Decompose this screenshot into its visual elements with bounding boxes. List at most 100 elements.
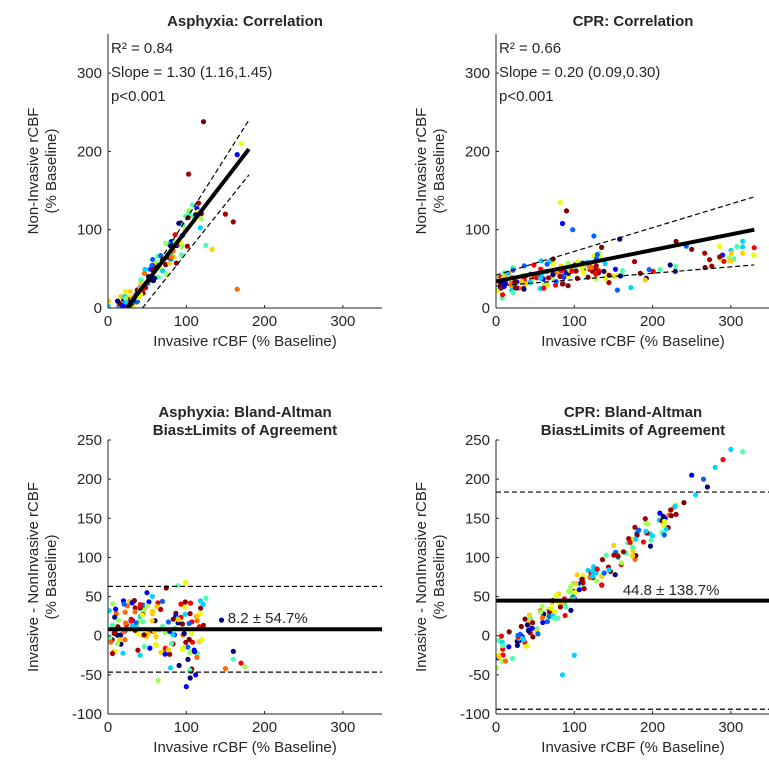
data-point	[234, 152, 240, 158]
data-point	[193, 672, 199, 678]
data-point	[500, 652, 506, 658]
y-tick-label: 150	[77, 510, 102, 527]
x-tick-label: 0	[492, 313, 500, 330]
data-point	[668, 507, 674, 513]
plot-area	[108, 34, 382, 308]
data-point	[552, 609, 558, 615]
data-point	[574, 275, 581, 281]
data-point	[150, 256, 156, 263]
data-point	[179, 252, 185, 258]
data-point	[186, 620, 192, 627]
data-point	[108, 303, 111, 308]
data-point	[667, 262, 673, 268]
y-tick-label: 300	[465, 65, 490, 82]
data-point	[643, 520, 649, 526]
data-point	[186, 171, 192, 177]
ci-upper-line	[129, 119, 250, 308]
data-point	[525, 627, 532, 634]
data-point	[721, 258, 727, 264]
data-point	[194, 654, 200, 661]
data-point	[182, 604, 188, 610]
data-point	[559, 220, 566, 227]
data-point	[230, 219, 236, 225]
data-point	[209, 246, 215, 252]
data-point	[574, 572, 580, 578]
data-point	[615, 553, 621, 559]
data-point	[524, 622, 531, 628]
data-point	[187, 675, 193, 681]
data-point	[199, 636, 205, 642]
data-point	[650, 268, 656, 274]
data-point	[580, 269, 586, 275]
data-point	[565, 260, 571, 266]
data-point	[194, 613, 200, 619]
data-point	[200, 601, 206, 608]
data-point	[185, 644, 191, 650]
data-point	[603, 552, 609, 558]
data-point	[594, 566, 600, 572]
data-point	[500, 292, 506, 298]
data-point	[632, 524, 638, 530]
x-tick-label: 300	[718, 719, 743, 736]
y-axis-label: Non-Invasive rCBF	[25, 108, 42, 235]
data-point	[601, 570, 607, 576]
regression-line	[125, 147, 251, 308]
data-point	[569, 268, 575, 274]
data-point	[139, 612, 145, 618]
ci-lower-line	[496, 264, 755, 287]
data-point	[661, 532, 667, 538]
data-point	[167, 651, 173, 657]
data-point	[187, 600, 194, 606]
data-point	[612, 572, 618, 578]
data-point	[728, 250, 735, 256]
y-axis-label: Non-Invasive rCBF	[413, 108, 430, 235]
data-point	[147, 645, 153, 651]
data-point	[717, 243, 723, 249]
y-tick-label: 150	[465, 510, 490, 527]
data-point	[515, 632, 521, 638]
y-tick-label: 50	[85, 589, 102, 606]
data-point	[661, 518, 668, 524]
data-point	[740, 238, 746, 244]
x-tick-label: 300	[330, 719, 355, 736]
data-point	[186, 636, 192, 643]
data-point	[521, 637, 527, 643]
x-tick-label: 0	[492, 719, 500, 736]
data-point	[112, 614, 118, 620]
chart-subtitle: Bias±Limits of Agreement	[153, 422, 337, 439]
data-point	[566, 588, 572, 594]
ci-upper-line	[496, 196, 755, 276]
y-tick-label: -50	[80, 667, 102, 684]
data-point	[630, 553, 636, 559]
data-point	[168, 254, 175, 260]
asphyxia-correlation-panel: 0 100 200 300 0 100 200 300 Invasive rCBF (% Bas…	[25, 13, 382, 350]
slope-text: Slope = 0.20 (0.09,0.30)	[499, 64, 660, 81]
data-point	[704, 484, 711, 490]
data-point	[182, 611, 188, 617]
data-point	[740, 244, 746, 250]
data-point	[498, 633, 505, 639]
data-point	[673, 238, 679, 245]
y-tick-label: 0	[94, 628, 102, 645]
data-point	[141, 607, 147, 613]
data-point	[642, 277, 648, 283]
data-point	[728, 446, 734, 452]
data-point	[146, 599, 152, 605]
data-point	[602, 261, 608, 267]
data-point	[590, 568, 596, 574]
asphyxia-bland-altman-panel: 8.2 ± 54.7% 0 100 200 300 -100 -50 0 50 100 150 200…	[25, 404, 382, 756]
data-point	[118, 293, 124, 300]
data-point	[154, 604, 160, 610]
data-point	[599, 244, 605, 250]
data-point	[137, 602, 143, 608]
data-point	[496, 654, 502, 660]
data-point	[593, 271, 599, 277]
data-point	[530, 634, 536, 640]
data-point	[194, 618, 200, 624]
data-point	[581, 586, 587, 592]
data-point	[158, 649, 164, 655]
data-point	[144, 603, 150, 609]
data-point	[631, 259, 638, 265]
